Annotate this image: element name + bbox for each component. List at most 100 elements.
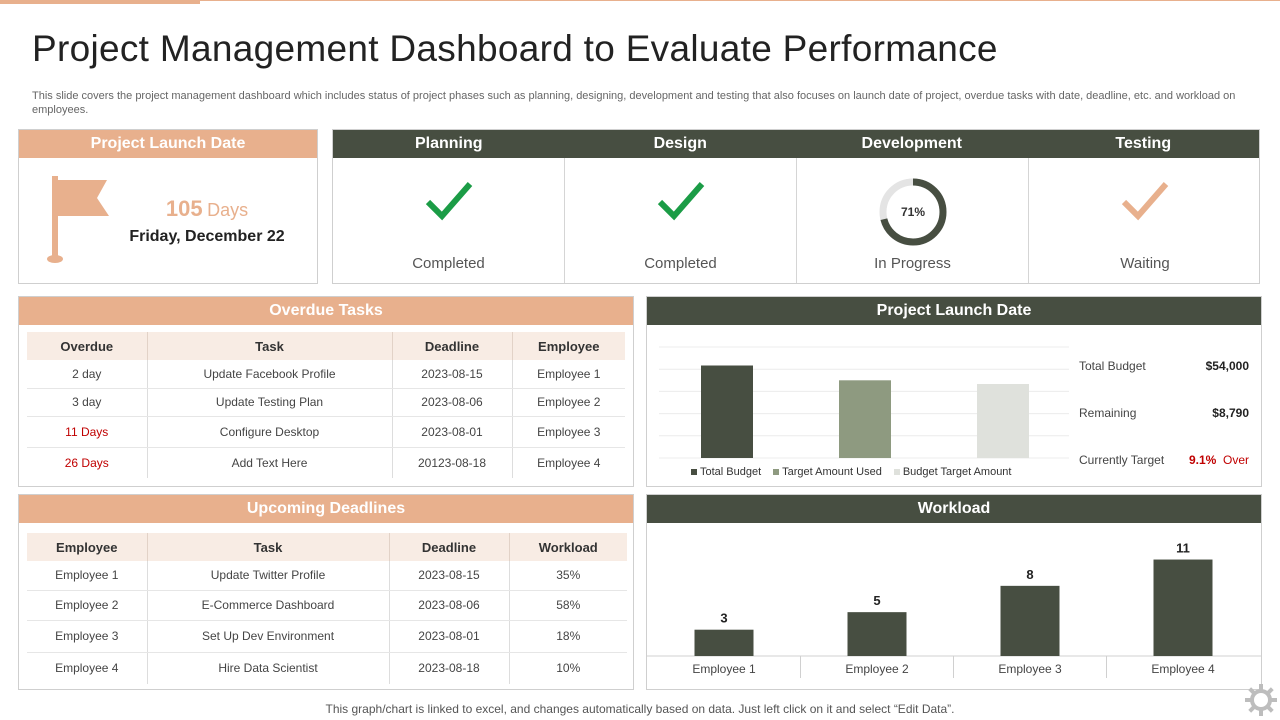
category-label: Employee 1 (692, 662, 756, 676)
launch-date-card: Project Launch Date 105 Days Friday, Dec… (18, 129, 318, 284)
employee-cell: Employee 3 (27, 620, 148, 653)
table-header-row: Employee Task Deadline Workload (27, 533, 627, 561)
overdue-tasks-table: Overdue Task Deadline Employee 2 day Upd… (27, 332, 625, 478)
legend-label: Total Budget (700, 466, 762, 478)
column-header: Deadline (389, 533, 510, 561)
phase-header-development: Development (861, 135, 962, 152)
phase-development: 71% In Progress (797, 158, 1029, 283)
table-row: 11 Days Configure Desktop 2023-08-01 Emp… (27, 416, 625, 448)
category-label: Employee 2 (845, 662, 909, 676)
table-row: Employee 1 Update Twitter Profile 2023-0… (27, 561, 627, 591)
employee-cell: Employee 1 (27, 561, 148, 591)
workload-cell: 35% (509, 561, 627, 591)
data-label: 3 (720, 611, 727, 626)
workload-bar-chart: 3 Employee 1 5 Employee 2 8 Employee 3 11 Emplo… (647, 541, 1261, 678)
table-row: 26 Days Add Text Here 20123-08-18 Employ… (27, 447, 625, 478)
employee-cell: Employee 2 (512, 388, 625, 417)
budget-value: $8,790 (1212, 406, 1249, 420)
workload-cell: 18% (509, 620, 627, 653)
budget-bar (839, 380, 891, 458)
data-label: 5 (873, 593, 880, 608)
check-icon (425, 182, 472, 221)
check-icon (1121, 182, 1169, 221)
column-header: Workload (509, 533, 627, 561)
task-cell: Hire Data Scientist (147, 652, 390, 684)
employee-cell: Employee 4 (537, 455, 601, 470)
phase-header-planning: Planning (414, 135, 483, 152)
legend-item: Budget Target Amount (893, 466, 1012, 478)
deadline-cell: 2023-08-18 (389, 652, 510, 684)
launch-date-value: Friday, December 22 (129, 228, 285, 245)
data-label: 8 (1026, 567, 1033, 582)
column-header: Employee (27, 533, 148, 561)
column-header: Deadline (392, 332, 513, 360)
budget-row-target: Currently Target 9.1% Over (1079, 453, 1249, 467)
workload-header: Workload (647, 495, 1261, 523)
legend-item: Total Budget (691, 466, 761, 478)
budget-bar (977, 384, 1029, 458)
budget-over-word: Over (1222, 453, 1249, 467)
days-number: 105 (165, 196, 203, 221)
budget-header: Project Launch Date (647, 297, 1261, 325)
budget-legend: Total Budget Target Amount Used Budget T… (691, 466, 1011, 478)
deadline-cell: 2023-08-15 (389, 561, 510, 591)
employee-cell: Employee 2 (27, 590, 148, 621)
budget-label: Total Budget (1079, 359, 1146, 373)
task-cell: Update Facebook Profile (147, 360, 393, 389)
table-row: Employee 3 Set Up Dev Environment 2023-0… (27, 620, 627, 653)
legend-swatch (691, 469, 697, 476)
budget-bar (701, 365, 753, 458)
top-rule (0, 0, 1280, 1)
table-row: 3 day Update Testing Plan 2023-08-06 Emp… (27, 388, 625, 417)
task-cell: Configure Desktop (147, 416, 393, 448)
employee-cell: Employee 4 (27, 652, 148, 684)
legend-item: Target Amount Used (773, 466, 882, 478)
budget-label: Remaining (1079, 406, 1137, 420)
phase-status-planning: Completed (412, 255, 485, 272)
category-label: Employee 3 (998, 662, 1062, 676)
footer-note: This graph/chart is linked to excel, and… (325, 702, 955, 716)
upcoming-deadlines-header: Upcoming Deadlines (19, 495, 633, 523)
budget-value: $54,000 (1205, 359, 1249, 373)
workload-bar (1000, 585, 1060, 656)
table-row: 2 day Update Facebook Profile 2023-08-15… (27, 360, 625, 389)
column-header: Task (147, 533, 390, 561)
data-label: 11 (1176, 541, 1190, 556)
phase-design: Completed (565, 158, 797, 283)
deadline-cell: 2023-08-01 (389, 620, 510, 653)
budget-value: 9.1% Over (1189, 453, 1249, 467)
check-icon (657, 182, 704, 221)
phase-header-testing: Testing (1115, 135, 1172, 152)
page-subtitle: This slide covers the project management… (32, 90, 1236, 116)
table-row: Employee 2 E-Commerce Dashboard 2023-08-… (27, 590, 627, 621)
budget-panel: Project Launch Date Total Budget Target … (646, 296, 1262, 487)
budget-row-remaining: Remaining $8,790 (1079, 406, 1249, 420)
category-label: Employee 4 (1151, 662, 1215, 676)
table-row: Employee 4 Hire Data Scientist 2023-08-1… (27, 652, 627, 684)
overdue-cell: 11 Days (27, 416, 148, 448)
table-header-row: Overdue Task Deadline Employee (27, 332, 625, 360)
workload-bar (694, 629, 754, 656)
phase-header-row: Planning Design Development Testing (333, 130, 1259, 158)
employee-cell: Employee 1 (512, 360, 625, 389)
budget-label: Currently Target (1079, 453, 1165, 467)
phase-planning: Completed (333, 158, 565, 283)
launch-date-header: Project Launch Date (19, 130, 317, 158)
task-cell: Add Text Here (147, 447, 393, 478)
legend-swatch (773, 469, 780, 476)
task-cell: Update Twitter Profile (147, 561, 390, 591)
deadline-cell: 20123-08-18 (392, 447, 513, 478)
legend-label: Budget Target Amount (902, 466, 1012, 478)
legend-label: Target Amount Used (782, 466, 882, 478)
deadline-cell: 2023-08-15 (392, 360, 513, 389)
upcoming-deadlines-panel: Upcoming Deadlines Employee Task Deadlin… (18, 494, 634, 690)
deadline-cell: 2023-08-01 (392, 416, 513, 448)
phase-status-panel: Planning Design Development Testing Comp… (332, 129, 1260, 284)
flag-icon (47, 176, 109, 263)
column-header: Task (147, 332, 393, 360)
workload-bar (847, 612, 907, 656)
upcoming-deadlines-table: Employee Task Deadline Workload Employee… (27, 533, 627, 684)
overdue-tasks-header: Overdue Tasks (19, 297, 633, 325)
phase-header-design: Design (653, 135, 707, 152)
workload-cell: 58% (509, 590, 627, 621)
